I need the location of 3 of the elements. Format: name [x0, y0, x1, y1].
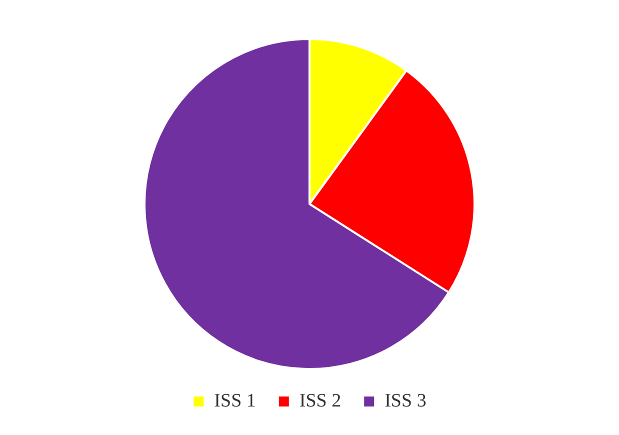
legend-label: ISS 2: [299, 390, 342, 412]
legend-label: ISS 3: [384, 390, 426, 412]
legend-label: ISS 1: [214, 390, 256, 412]
